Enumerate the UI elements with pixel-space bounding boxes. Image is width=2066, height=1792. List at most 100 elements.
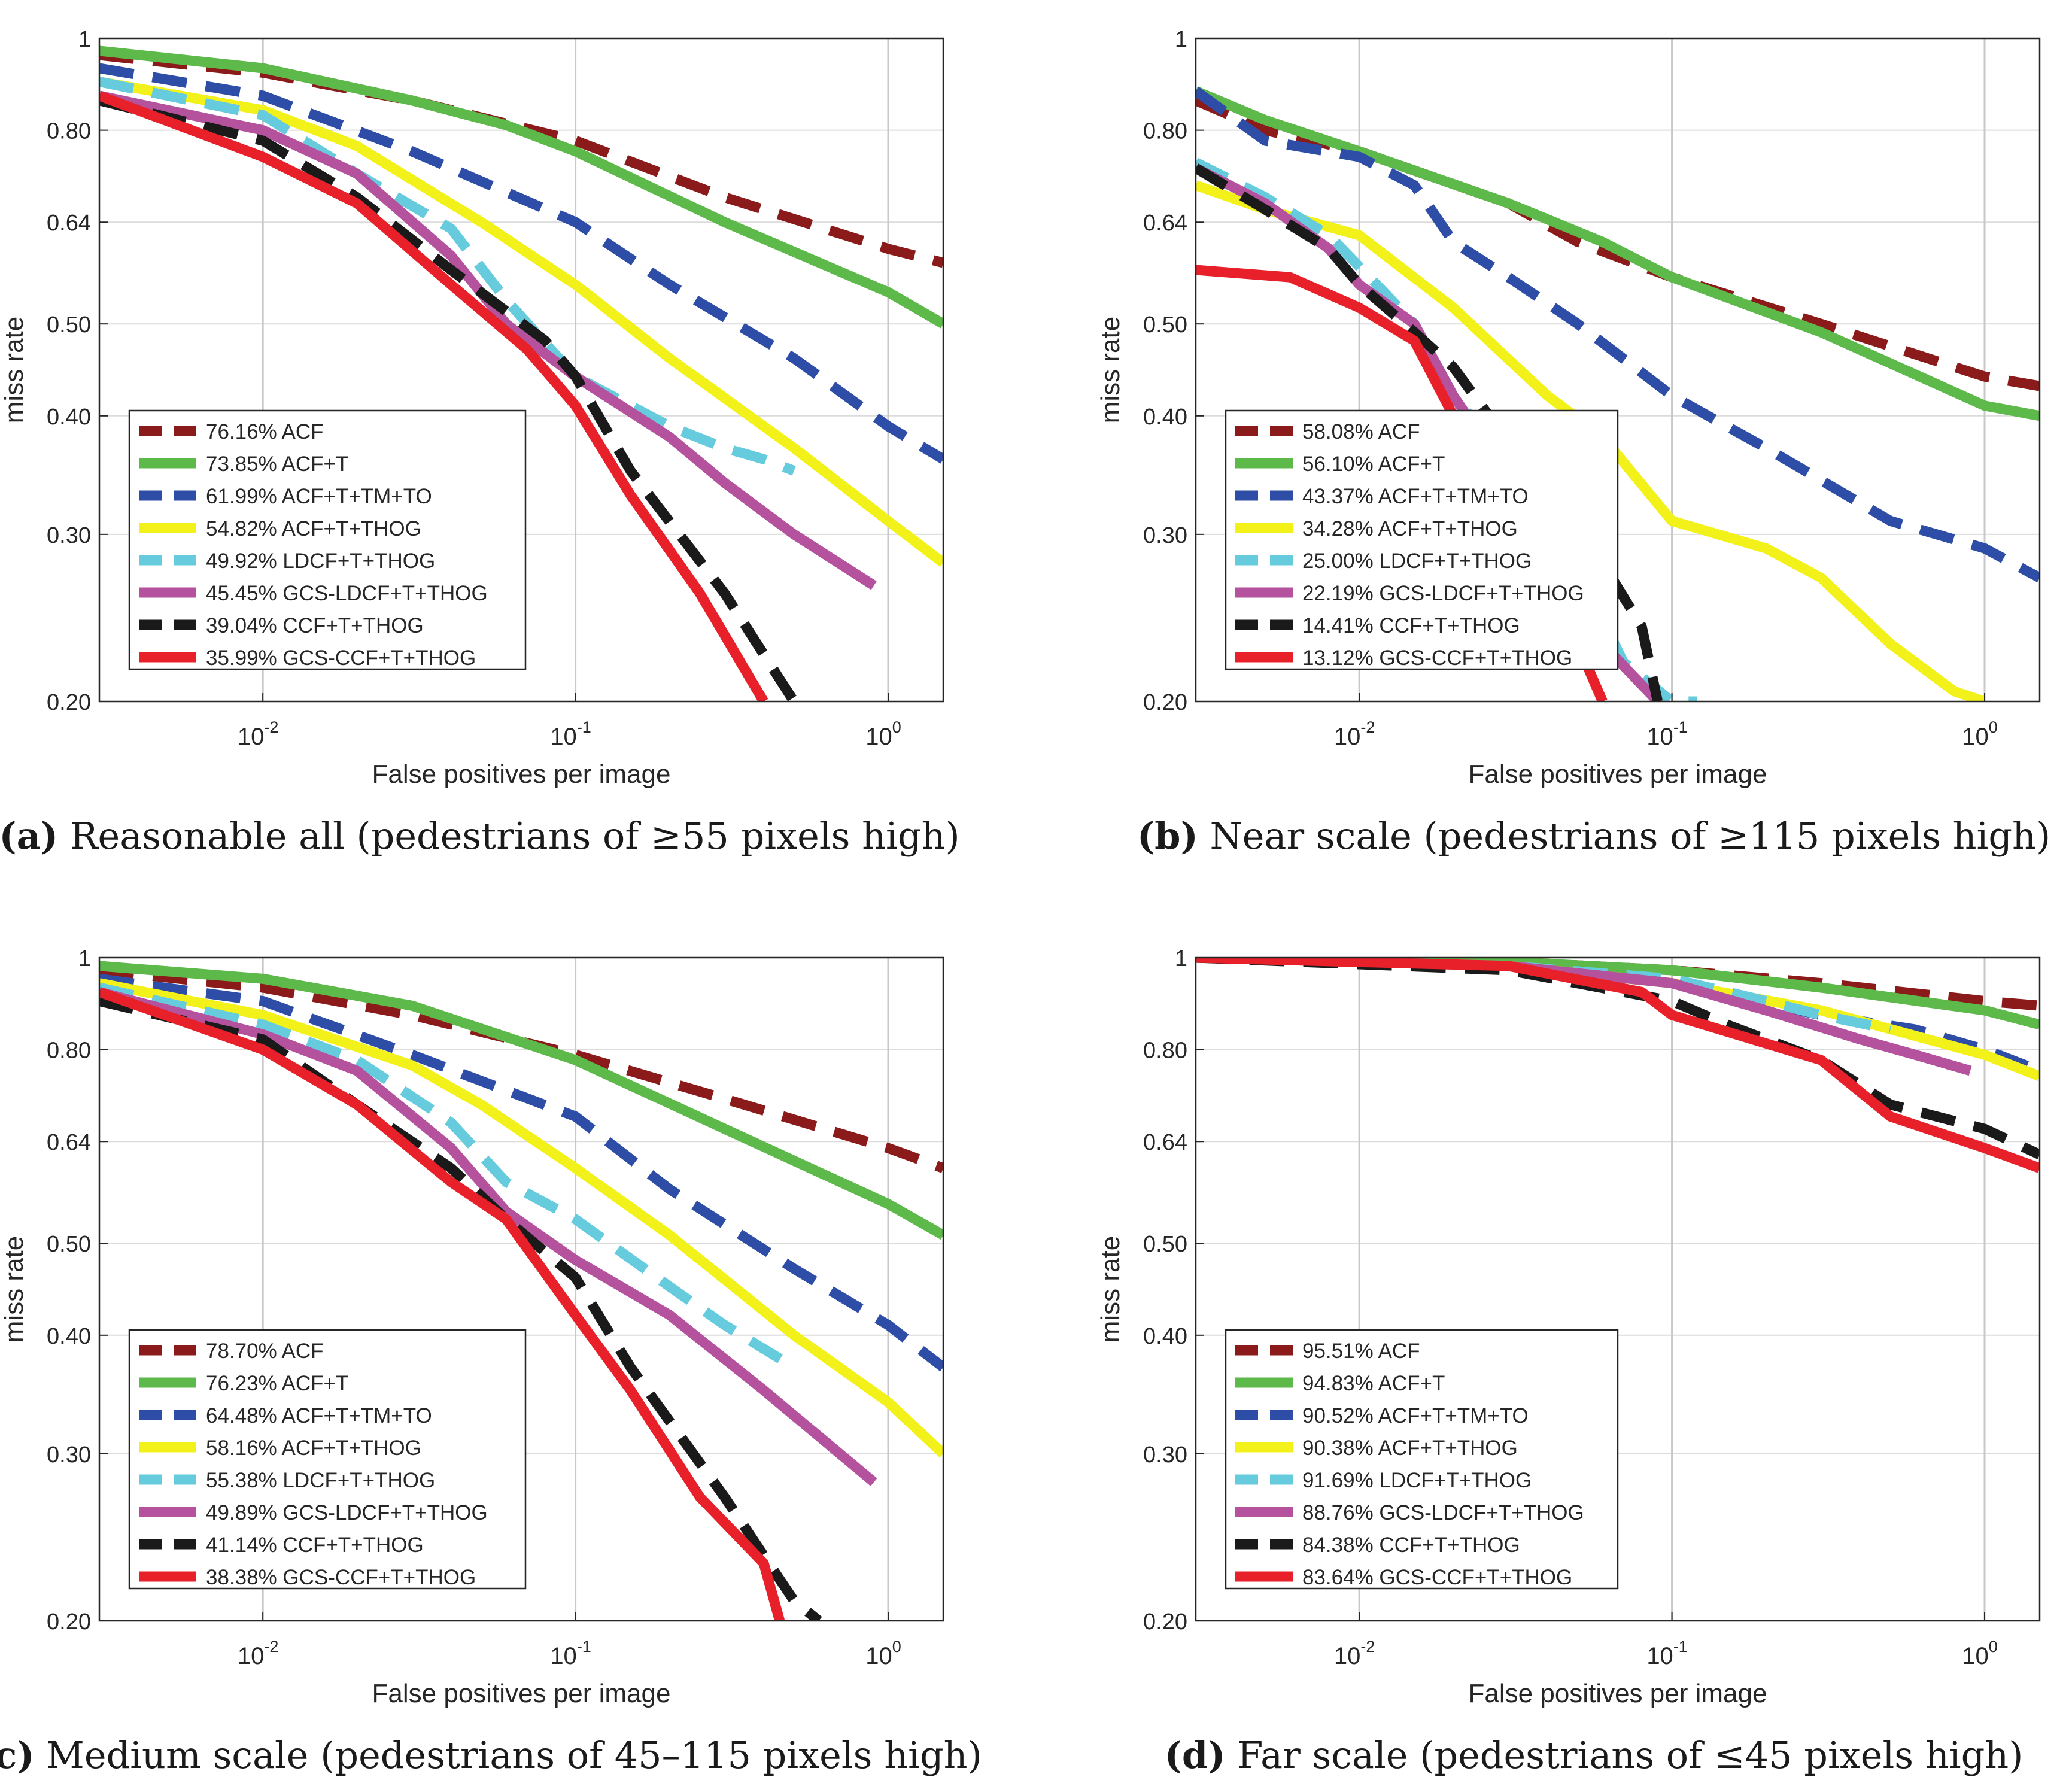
legend-entry: 76.16% ACF [206,420,324,444]
legend-entry: 45.45% GCS-LDCF+T+THOG [206,582,488,605]
series-line-acf-t-tm-to [99,973,943,1372]
chart-panel-a: 1 0.80 0.64 0.50 0.40 0.30 0.20 10-2 10-1 100 Fals… [0,27,960,858]
legend-entry: 39.04% CCF+T+THOG [206,614,424,637]
y-tick-label: 0.20 [1143,690,1187,715]
series-line-gcs-ccf-t-thog [99,987,785,1621]
caption: (b) Near scale (pedestrians of ≥115 pixe… [1137,814,2050,858]
series-group [99,961,943,1621]
y-tick-label: 1 [78,946,91,971]
legend-entry: 22.19% GCS-LDCF+T+THOG [1302,582,1584,605]
series-group [99,45,943,701]
x-tick-label: 10-2 [1334,1638,1375,1669]
caption-letter: (d) [1165,1733,1226,1777]
legend-entry: 43.37% ACF+T+TM+TO [1302,485,1529,508]
x-tick-label: 10-2 [238,1638,279,1669]
legend-entry: 56.10% ACF+T [1302,452,1445,476]
legend: 58.08% ACF 56.10% ACF+T 43.37% ACF+T+TM+TO… [1225,409,1619,670]
series-line-ccf-t-thog [1196,163,1663,701]
y-tick-label: 0.30 [47,1442,91,1468]
x-axis-label: False positives per image [372,1679,671,1708]
x-tick-label: 10-1 [550,718,591,750]
series-group [1196,86,2040,701]
legend-entry: 78.70% ACF [206,1340,324,1363]
y-tick-label: 0.20 [47,1609,91,1635]
legend-entry: 90.52% ACF+T+TM+TO [1302,1404,1529,1427]
legend-entry: 90.38% ACF+T+THOG [1302,1436,1518,1460]
series-group [1196,958,2040,1173]
caption: (a) Reasonable all (pedestrians of ≥55 p… [0,814,960,858]
x-tick-label: 100 [1962,718,1998,750]
y-tick-label: 0.40 [47,1324,91,1349]
caption-text: Reasonable all (pedestrians of ≥55 pixel… [58,814,960,858]
legend-entry: 83.64% GCS-CCF+T+THOG [1302,1566,1572,1589]
legend-entry: 25.00% LDCF+T+THOG [1302,549,1532,573]
y-tick-label: 1 [78,27,91,52]
series-line-acf [99,965,943,1173]
series-line-ccf-t-thog [99,95,798,701]
y-tick-label: 0.40 [1143,405,1187,430]
caption-text: Near scale (pedestrians of ≥115 pixels h… [1198,814,2050,858]
series-line-gcs-ldcf-t-thog [99,90,877,590]
axes-box [1195,37,2041,703]
y-axis-label: miss rate [0,1236,29,1343]
caption-letter: (a) [0,814,58,858]
x-tick-label: 100 [1962,1638,1998,1669]
y-tick-label: 0.50 [47,312,91,338]
series-line-acf-t-tm-to [99,63,943,464]
legend-entry: 61.99% ACF+T+TM+TO [206,485,432,508]
legend-entry: 91.69% LDCF+T+THOG [1302,1469,1532,1492]
series-line-gcs-ldcf-t-thog [99,987,877,1486]
series-line-acf-t [99,45,943,329]
y-tick-label: 0.30 [47,523,91,548]
series-line-ldcf-t-thog [99,77,796,476]
legend-entry: 55.38% LDCF+T+THOG [206,1469,435,1492]
legend-entry: 13.12% GCS-CCF+T+THOG [1302,646,1572,670]
series-line-ldcf-t-thog [99,982,797,1372]
series-line-acf-t-thog [99,77,943,567]
legend-entry: 38.38% GCS-CCF+T+THOG [206,1566,476,1589]
y-tick-label: 1 [1175,946,1187,971]
x-tick-label: 10-1 [550,1638,591,1669]
legend-entry: 54.82% ACF+T+THOG [206,517,421,540]
x-tick-label: 100 [865,1638,901,1669]
legend-entry: 88.76% GCS-LDCF+T+THOG [1302,1501,1584,1524]
y-tick-label: 0.50 [47,1232,91,1257]
legend-entry: 95.51% ACF [1302,1340,1420,1363]
y-tick-label: 0.30 [1143,523,1187,548]
y-tick-label: 0.64 [1143,211,1187,236]
y-tick-label: 0.40 [47,405,91,430]
x-axis-label: False positives per image [1469,760,1767,789]
legend: 95.51% ACF 94.83% ACF+T 90.52% ACF+T+TM+TO… [1225,1329,1619,1590]
series-line-ldcf-t-thog [1196,157,1697,701]
series-line-acf-t-tm-to [1196,87,2040,582]
y-tick-label: 0.80 [47,1038,91,1064]
y-tick-label: 0.20 [1143,1609,1187,1635]
axes-box [98,37,944,703]
x-tick-label: 10-1 [1646,718,1688,750]
legend-entry: 49.92% LDCF+T+THOG [206,549,435,573]
y-tick-label: 0.64 [1143,1130,1187,1155]
x-axis-label: False positives per image [372,760,671,789]
caption-text: Far scale (pedestrians of ≤45 pixels hig… [1226,1733,2024,1777]
y-tick-label: 0.64 [47,1130,91,1155]
series-line-gcs-ccf-t-thog [99,90,768,701]
legend-entry: 84.38% CCF+T+THOG [1302,1533,1520,1557]
chart-panel-b: 1 0.80 0.64 0.50 0.40 0.30 0.20 10-2 10-1 100 Fals… [1096,27,2050,858]
caption-letter: (c) [0,1733,35,1777]
series-line-acf-t-thog [99,978,943,1458]
caption: (c) Medium scale (pedestrians of 45–115 … [0,1733,982,1777]
y-tick-label: 0.20 [47,690,91,715]
legend-entry: 73.85% ACF+T [206,452,348,476]
x-tick-label: 10-2 [238,718,279,750]
y-tick-label: 0.30 [1143,1442,1187,1468]
caption-text: Medium scale (pedestrians of 45–115 pixe… [35,1733,982,1777]
legend-entry: 58.16% ACF+T+THOG [206,1436,421,1460]
series-line-acf-t [1196,86,2040,421]
y-tick-label: 0.40 [1143,1324,1187,1349]
y-axis-label: miss rate [1096,317,1125,423]
caption: (d) Far scale (pedestrians of ≤45 pixels… [1165,1733,2024,1777]
x-tick-label: 100 [865,718,901,750]
legend-entry: 76.23% ACF+T [206,1372,348,1395]
axes-box [1195,956,2041,1622]
